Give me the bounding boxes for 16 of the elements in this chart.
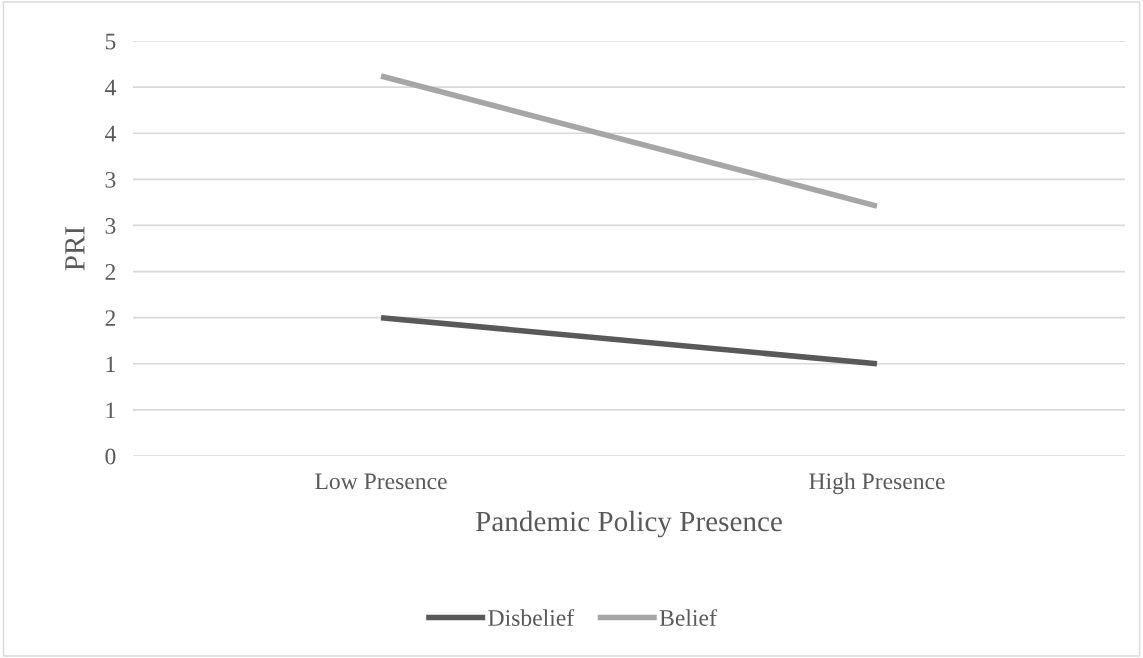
y-tick-label: 2	[105, 264, 116, 280]
y-tick-label: 4	[104, 125, 116, 142]
y-tick-label: 1	[106, 402, 115, 419]
y-tick-label: 0	[105, 448, 116, 465]
x-tick-label: High Presence	[809, 472, 945, 495]
y-tick-label: 3	[105, 218, 116, 234]
legend-label: Belief	[659, 609, 717, 626]
y-tick-label: 3	[105, 171, 116, 188]
legend-label: Disbelief	[488, 609, 575, 626]
y-tick-label: 5	[105, 33, 116, 50]
y-axis-title: PRI	[65, 226, 85, 271]
y-tick-label: 4	[104, 79, 116, 96]
y-tick-label: 2	[105, 310, 116, 326]
x-tick-label: Low Presence	[315, 473, 447, 490]
x-axis-title: Pandemic Policy Presence	[475, 510, 782, 538]
y-tick-label: 1	[106, 356, 115, 372]
